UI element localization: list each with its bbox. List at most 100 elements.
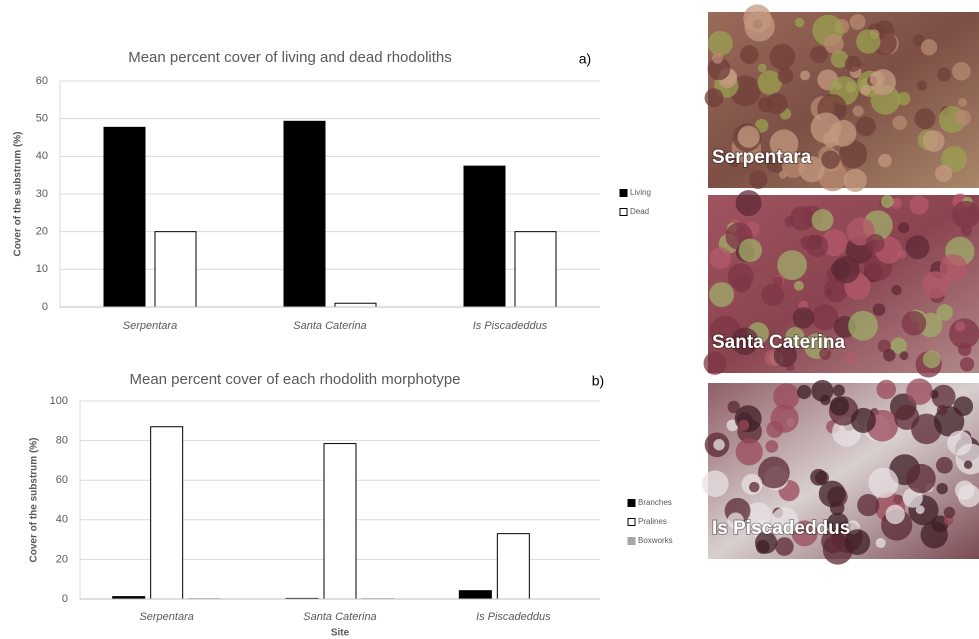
bar [151, 427, 183, 599]
photo-texture [906, 235, 930, 259]
y-tick-label: 40 [36, 150, 48, 162]
photo-texture [773, 276, 783, 286]
y-axis-label: Cover of the substrum (%) [13, 131, 24, 256]
photo-texture [749, 170, 768, 189]
photo-texture [897, 92, 911, 106]
photo-texture [937, 68, 951, 82]
y-tick-label: 20 [56, 553, 68, 565]
legend-swatch [620, 190, 627, 197]
photo-texture [877, 380, 897, 400]
photo-texture [906, 378, 933, 405]
photo-texture [952, 62, 971, 81]
photo-texture [749, 482, 760, 493]
photo-texture [856, 29, 880, 53]
photo-texture [914, 108, 935, 129]
legend-swatch [628, 519, 635, 526]
y-tick-label: 60 [56, 474, 68, 486]
photo-texture [743, 4, 771, 32]
photo-texture [845, 56, 861, 72]
photo-texture [831, 259, 850, 278]
photo-texture [921, 39, 937, 55]
panel-label: b) [592, 373, 604, 389]
bar [324, 444, 356, 599]
photo-texture [703, 352, 726, 375]
photo-texture [784, 216, 795, 227]
legend-label: Living [630, 188, 651, 197]
bar [284, 121, 325, 307]
photo-texture [958, 343, 971, 356]
photo-texture [705, 88, 724, 107]
photo-texture [955, 321, 965, 331]
bar [104, 127, 145, 307]
legend-label: Branches [638, 498, 672, 507]
photo-texture [708, 31, 733, 56]
photo-texture [795, 18, 804, 27]
legend-label: Pralines [638, 517, 667, 526]
photo-texture [738, 126, 760, 148]
figure: Mean percent cover of living and dead rh… [0, 0, 979, 639]
photo-texture [844, 169, 867, 192]
photo-texture [894, 405, 919, 430]
photo-label: Is Piscadeddus [712, 518, 850, 539]
photo-texture [892, 116, 906, 130]
legend-swatch [620, 209, 627, 216]
photo-texture [775, 537, 794, 556]
y-tick-label: 50 [36, 113, 48, 125]
photo-texture [770, 404, 798, 432]
photo-texture [936, 483, 947, 494]
photo-texture [935, 165, 952, 182]
photo-texture [739, 239, 762, 262]
photo-texture [937, 405, 948, 416]
photo-texture [778, 68, 794, 84]
page: Mean percent cover of living and dead rh… [0, 0, 979, 639]
photo-texture [800, 70, 810, 80]
bar [515, 232, 556, 307]
x-tick-label: Santa Caterina [303, 611, 376, 623]
photo-texture [873, 303, 886, 316]
photo-texture [856, 116, 876, 136]
photo-texture [870, 71, 885, 86]
photo-texture [793, 307, 814, 328]
photo-texture [830, 396, 849, 415]
photo-texture [833, 385, 845, 397]
y-tick-label: 30 [36, 188, 48, 200]
photo-texture [851, 408, 876, 433]
photo-texture [909, 195, 928, 214]
photo-texture [868, 468, 898, 498]
photo-texture [917, 81, 927, 91]
y-tick-label: 10 [36, 263, 48, 275]
photo-texture [740, 45, 759, 64]
photo-texture [758, 457, 790, 489]
photo-texture [881, 195, 894, 208]
photo-texture [923, 130, 945, 152]
x-tick-label: Serpentara [139, 611, 193, 623]
photo-texture [902, 311, 927, 336]
photo-texture [940, 254, 968, 282]
photo-texture [947, 431, 972, 456]
photo-texture [906, 464, 935, 493]
photo-texture [709, 247, 731, 269]
photo-texture [853, 106, 864, 117]
photo-texture [736, 190, 762, 216]
photo-texture [876, 538, 886, 548]
bar [155, 232, 196, 307]
photo-texture [958, 98, 967, 107]
photo-texture [797, 385, 811, 399]
photo-texture [846, 352, 856, 362]
photo-texture [964, 461, 972, 469]
photo-texture [819, 481, 846, 508]
x-tick-label: Serpentara [123, 320, 177, 332]
photo-texture [810, 46, 827, 63]
photo-texture [738, 420, 749, 431]
panel-label: a) [579, 51, 591, 67]
photo-texture [916, 505, 925, 514]
photo-texture [824, 34, 844, 54]
chart-title: Mean percent cover of each rhodolith mor… [129, 371, 460, 388]
photo-texture [736, 438, 763, 465]
bar [497, 534, 529, 599]
photo-texture [761, 284, 784, 307]
photo-texture [936, 457, 953, 474]
legend-swatch [628, 500, 635, 507]
photo-texture [794, 281, 804, 291]
x-tick-label: Santa Caterina [293, 320, 366, 332]
